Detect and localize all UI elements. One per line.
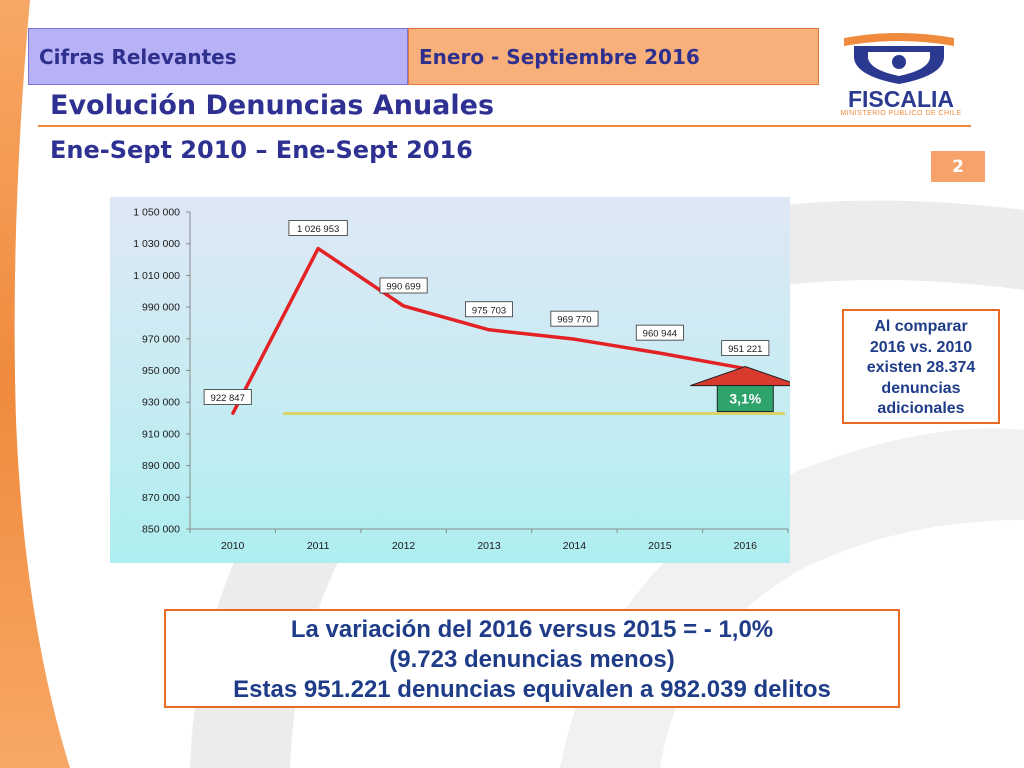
fiscalia-logo: FISCALIA MINISTERIO PUBLICO DE CHILE xyxy=(822,24,977,124)
data-label: 975 703 xyxy=(472,305,506,316)
y-tick-label: 1 030 000 xyxy=(133,238,180,250)
data-label-box xyxy=(550,310,599,327)
data-label-box xyxy=(203,389,252,405)
data-label: 969 770 xyxy=(557,315,591,326)
header-section-label: Cifras Relevantes xyxy=(28,28,408,85)
data-label-box xyxy=(379,277,428,294)
x-tick-label: 2010 xyxy=(221,540,245,552)
summary-line: Estas 951.221 denuncias equivalen a 982.… xyxy=(233,676,831,703)
change-arrow-icon xyxy=(690,366,790,413)
note-line: denuncias xyxy=(881,379,961,397)
note-line: 2016 vs. 2010 xyxy=(869,338,973,356)
data-point xyxy=(316,247,320,251)
change-percent-label: 3,1% xyxy=(729,391,761,407)
x-tick-label: 2014 xyxy=(563,540,587,552)
y-tick-label: 990 000 xyxy=(142,302,180,314)
y-tick-label: 850 000 xyxy=(142,524,180,536)
data-point xyxy=(572,337,576,341)
data-label-box xyxy=(288,220,348,236)
data-label-box xyxy=(635,324,684,341)
y-tick-label: 970 000 xyxy=(142,333,180,345)
slide-subtitle: Ene-Sept 2010 – Ene-Sept 2016 xyxy=(50,136,473,164)
data-point xyxy=(231,412,235,416)
data-label: 1 026 953 xyxy=(297,224,339,235)
summary-line: (9.723 denuncias menos) xyxy=(389,646,675,673)
page-number-badge: 2 xyxy=(931,151,985,182)
data-label: 990 699 xyxy=(386,281,420,292)
orange-side-band xyxy=(0,0,70,768)
header-period-label: Enero - Septiembre 2016 xyxy=(408,28,819,85)
note-line: adicionales xyxy=(877,400,965,417)
x-tick-label: 2015 xyxy=(648,540,672,552)
denuncias-line-chart: 850 000 870 000 890 000 910 000 930 000 950 0… xyxy=(110,197,790,563)
summary-box: La variación del 2016 versus 2015 = - 1,… xyxy=(164,609,900,708)
chart-background xyxy=(110,197,790,563)
logo-emblem-icon xyxy=(844,33,954,84)
header-period-text: Enero - Septiembre 2016 xyxy=(419,44,700,69)
y-tick-label: 1 010 000 xyxy=(133,270,180,282)
y-tick-label: 910 000 xyxy=(142,428,180,440)
note-line: Al comparar xyxy=(874,318,968,335)
comparison-note-box: Al comparar 2016 vs. 2010 existen 28.374… xyxy=(842,309,1000,424)
data-point xyxy=(487,328,491,332)
data-point xyxy=(402,304,406,308)
data-label-box xyxy=(721,340,770,356)
title-divider xyxy=(38,125,971,127)
data-label-box xyxy=(464,301,513,318)
note-line: existen 28.374 xyxy=(866,359,976,376)
logo-wordmark: FISCALIA xyxy=(847,86,955,112)
data-label: 951 221 xyxy=(728,344,762,355)
x-tick-label: 2013 xyxy=(477,540,501,552)
header-section-text: Cifras Relevantes xyxy=(39,44,237,69)
data-point xyxy=(658,351,662,355)
x-tick-label: 2016 xyxy=(734,540,758,552)
x-tick-label: 2011 xyxy=(307,540,330,552)
data-label: 960 944 xyxy=(643,329,677,340)
slide-title: Evolución Denuncias Anuales xyxy=(50,90,495,121)
y-tick-label: 890 000 xyxy=(142,460,180,472)
y-tick-label: 930 000 xyxy=(142,397,180,409)
arrow-shaft xyxy=(716,385,774,413)
x-tick-label: 2012 xyxy=(392,540,416,552)
data-label: 922 847 xyxy=(211,393,245,404)
y-tick-label: 950 000 xyxy=(142,365,180,377)
logo-tagline: MINISTERIO PUBLICO DE CHILE xyxy=(840,110,962,117)
y-tick-label: 870 000 xyxy=(142,492,180,504)
summary-line: La variación del 2016 versus 2015 = - 1,… xyxy=(290,616,774,643)
y-tick-label: 1 050 000 xyxy=(133,207,180,219)
